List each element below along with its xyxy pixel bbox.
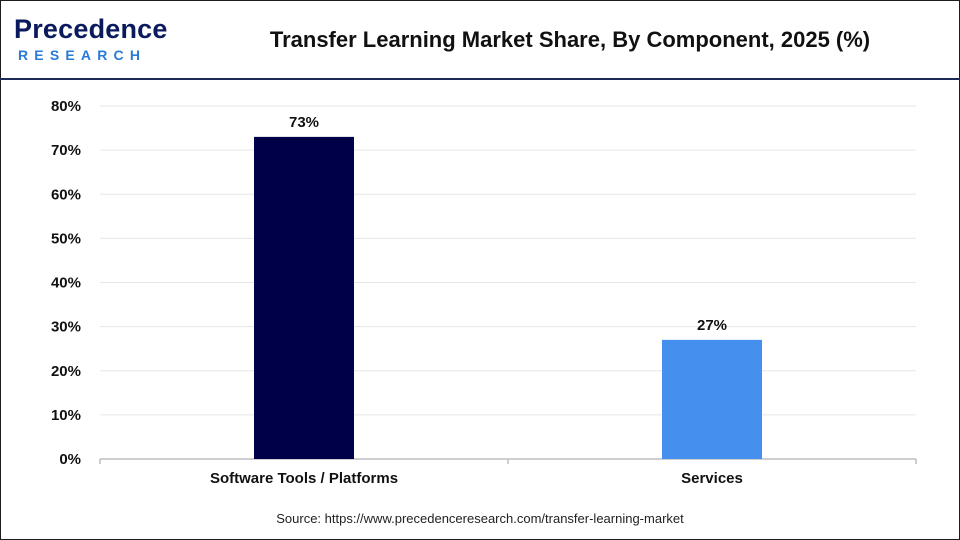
source-note: Source: https://www.precedenceresearch.c… [276, 511, 684, 526]
precedence-research-logo: Precedence RESEARCH [14, 14, 167, 66]
y-tick-label: 10% [51, 407, 81, 424]
logo-subtitle: RESEARCH [18, 47, 147, 63]
y-tick-label: 70% [51, 142, 81, 159]
y-tick-label: 30% [51, 319, 81, 336]
bar-chart: 0% 10% 20% 30% 40% 50% 60% 70% 80% 73% Software To… [51, 98, 917, 487]
y-tick-label: 40% [51, 275, 81, 292]
data-label: 27% [697, 317, 727, 334]
chart-title: Transfer Learning Market Share, By Compo… [269, 27, 871, 52]
y-tick-label: 50% [51, 230, 81, 247]
header: Precedence RESEARCH Transfer Learning Ma… [0, 0, 960, 80]
bar [254, 136, 354, 459]
y-tick-label: 0% [59, 451, 81, 468]
bar [662, 339, 762, 459]
y-tick-label: 60% [51, 186, 81, 203]
x-tick-label: Services [681, 470, 743, 487]
y-tick-label: 20% [51, 363, 81, 380]
logo-wordmark: Precedence [14, 14, 168, 44]
x-tick-label: Software Tools / Platforms [210, 470, 398, 487]
data-label: 73% [289, 114, 319, 131]
y-tick-label: 80% [51, 98, 81, 115]
